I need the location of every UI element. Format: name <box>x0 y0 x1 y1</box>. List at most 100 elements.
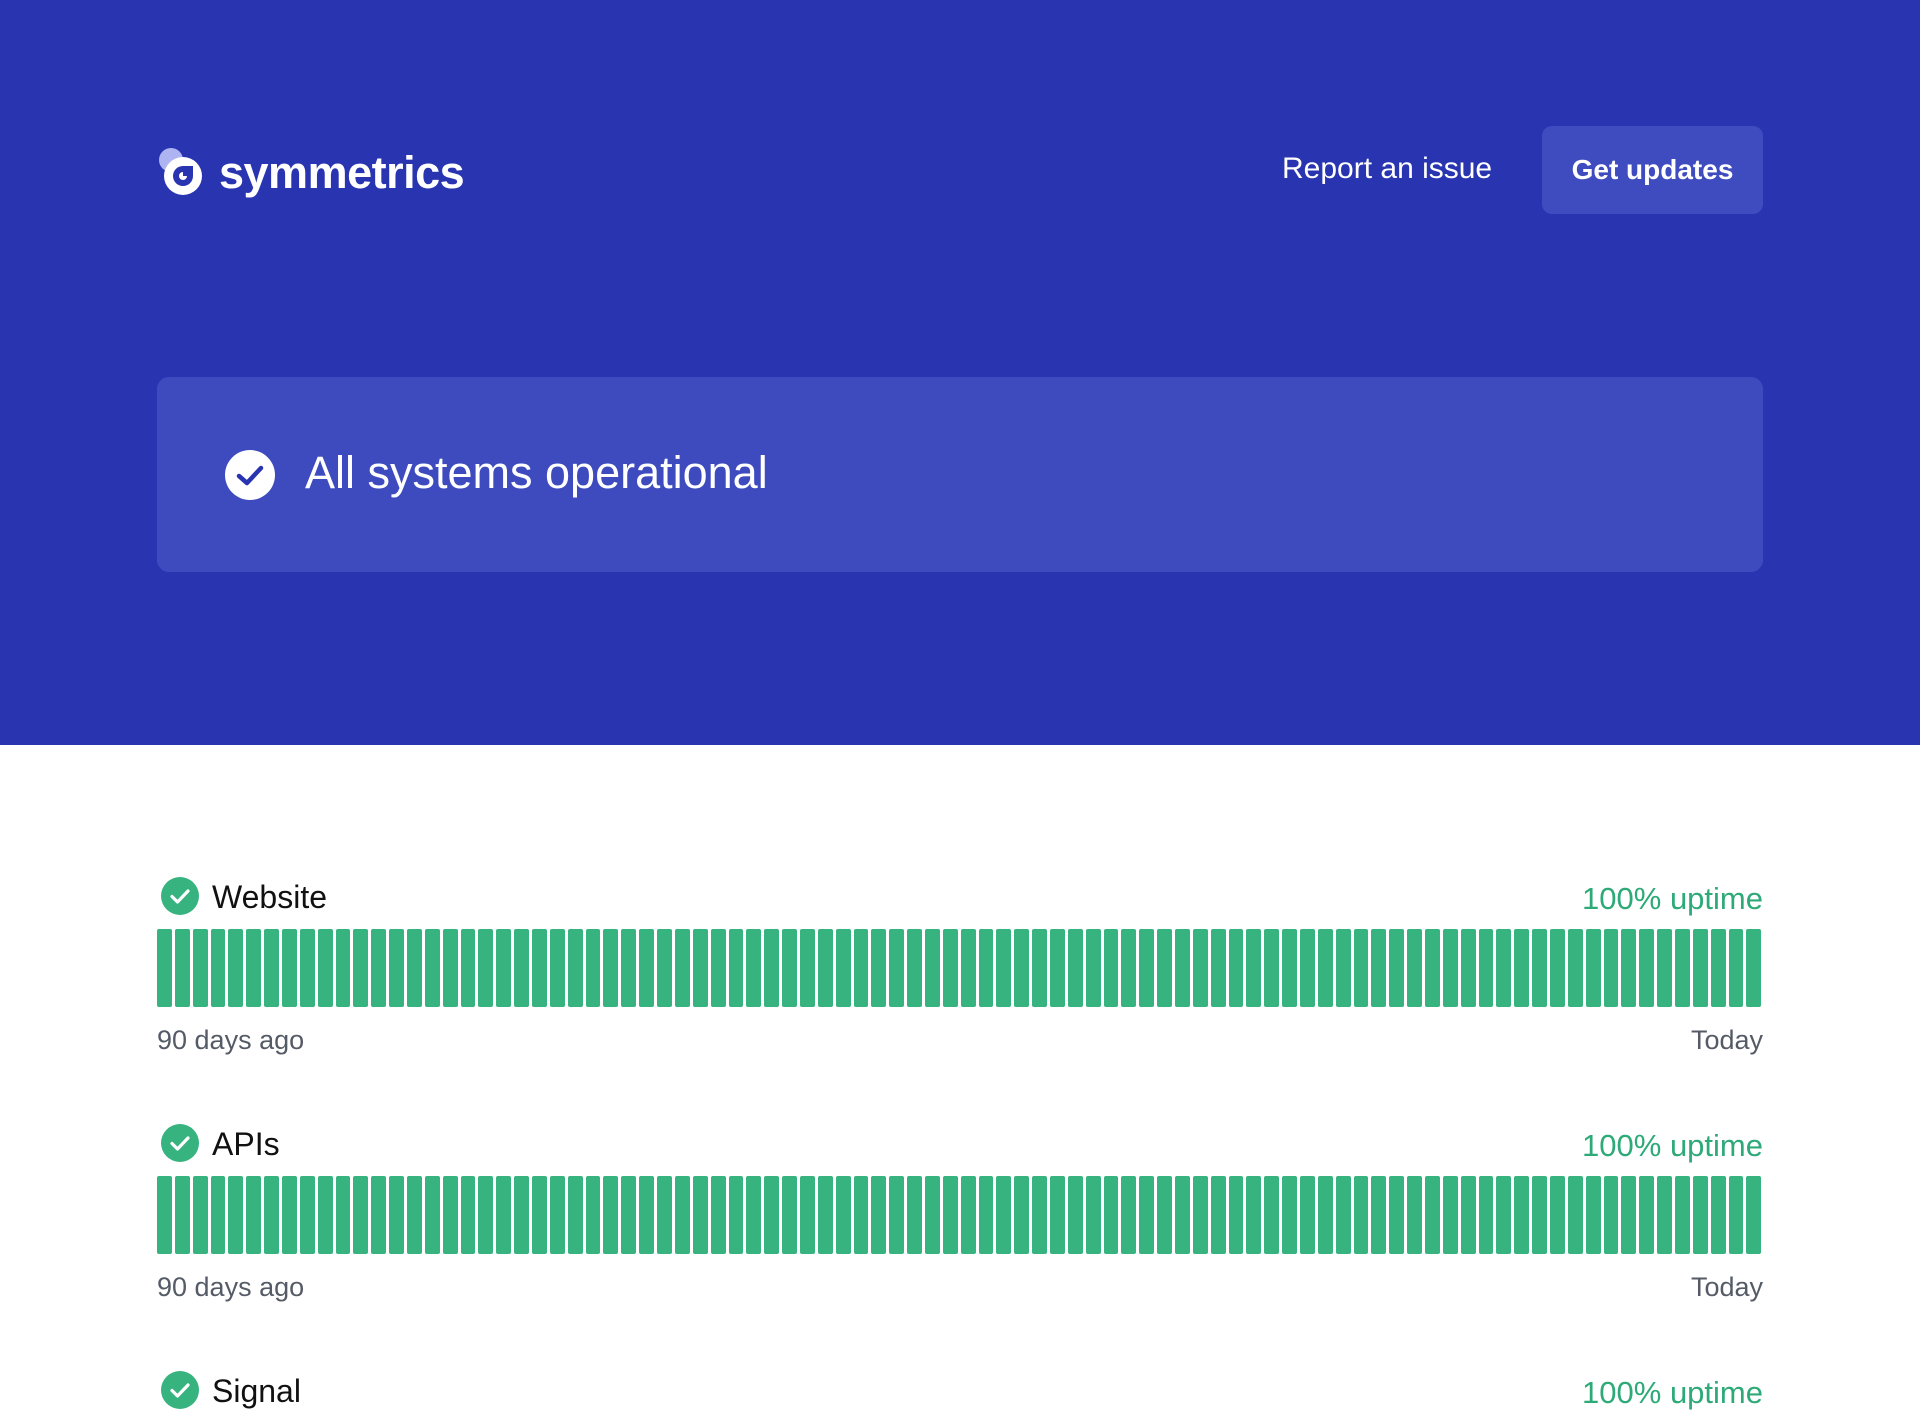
uptime-day-bar[interactable] <box>1317 1176 1333 1254</box>
uptime-day-bar[interactable] <box>1174 1176 1190 1254</box>
uptime-day-bar[interactable] <box>960 1176 976 1254</box>
uptime-day-bar[interactable] <box>335 1176 351 1254</box>
uptime-day-bar[interactable] <box>1192 929 1208 1007</box>
uptime-day-bar[interactable] <box>1032 1176 1047 1254</box>
uptime-day-bar[interactable] <box>817 929 833 1007</box>
uptime-day-bar[interactable] <box>1103 1176 1119 1254</box>
uptime-day-bar[interactable] <box>657 1176 672 1254</box>
uptime-day-bar[interactable] <box>496 1176 512 1254</box>
uptime-day-bar[interactable] <box>710 1176 726 1254</box>
uptime-day-bar[interactable] <box>549 1176 565 1254</box>
uptime-day-bar[interactable] <box>192 929 208 1007</box>
uptime-day-bar[interactable] <box>639 1176 655 1254</box>
uptime-day-bar[interactable] <box>1246 1176 1262 1254</box>
uptime-day-bar[interactable] <box>1103 929 1119 1007</box>
uptime-day-bar[interactable] <box>1085 1176 1101 1254</box>
uptime-day-bar[interactable] <box>1014 929 1030 1007</box>
uptime-day-bar[interactable] <box>1300 929 1315 1007</box>
uptime-day-bar[interactable] <box>460 1176 476 1254</box>
uptime-day-bar[interactable] <box>924 1176 940 1254</box>
uptime-day-bar[interactable] <box>1657 1176 1673 1254</box>
uptime-day-bar[interactable] <box>603 1176 619 1254</box>
uptime-day-bar[interactable] <box>442 1176 458 1254</box>
uptime-day-bar[interactable] <box>871 1176 887 1254</box>
uptime-day-bar[interactable] <box>907 1176 922 1254</box>
uptime-day-bar[interactable] <box>710 929 726 1007</box>
uptime-day-bar[interactable] <box>1389 1176 1405 1254</box>
uptime-day-bar[interactable] <box>889 1176 905 1254</box>
uptime-day-bar[interactable] <box>424 929 440 1007</box>
uptime-day-bar[interactable] <box>1389 929 1405 1007</box>
uptime-day-bar[interactable] <box>228 929 244 1007</box>
uptime-day-bar[interactable] <box>764 929 780 1007</box>
uptime-day-bar[interactable] <box>1174 929 1190 1007</box>
uptime-day-bar[interactable] <box>1139 929 1155 1007</box>
uptime-day-bar[interactable] <box>746 1176 762 1254</box>
uptime-day-bar[interactable] <box>1407 1176 1423 1254</box>
uptime-day-bar[interactable] <box>1728 929 1744 1007</box>
uptime-day-bar[interactable] <box>1228 929 1244 1007</box>
uptime-day-bar[interactable] <box>1567 1176 1583 1254</box>
uptime-day-bar[interactable] <box>1300 1176 1315 1254</box>
report-issue-link[interactable]: Report an issue <box>1282 152 1493 185</box>
uptime-day-bar[interactable] <box>1335 1176 1351 1254</box>
uptime-day-bar[interactable] <box>657 929 672 1007</box>
uptime-day-bar[interactable] <box>1442 1176 1458 1254</box>
uptime-day-bar[interactable] <box>996 929 1012 1007</box>
uptime-day-bar[interactable] <box>549 929 565 1007</box>
uptime-day-bar[interactable] <box>299 929 315 1007</box>
uptime-day-bar[interactable] <box>532 1176 547 1254</box>
uptime-day-bar[interactable] <box>1603 1176 1619 1254</box>
uptime-day-bar[interactable] <box>1692 929 1708 1007</box>
uptime-day-bar[interactable] <box>835 929 851 1007</box>
uptime-day-bar[interactable] <box>782 929 797 1007</box>
uptime-day-bar[interactable] <box>1228 1176 1244 1254</box>
uptime-day-bar[interactable] <box>1603 929 1619 1007</box>
uptime-day-bar[interactable] <box>174 1176 190 1254</box>
uptime-day-bar[interactable] <box>1335 929 1351 1007</box>
uptime-day-bar[interactable] <box>282 929 297 1007</box>
uptime-day-bar[interactable] <box>1639 1176 1655 1254</box>
uptime-day-bar[interactable] <box>157 929 172 1007</box>
uptime-day-bar[interactable] <box>1067 929 1083 1007</box>
uptime-day-bar[interactable] <box>603 929 619 1007</box>
uptime-day-bar[interactable] <box>1210 1176 1226 1254</box>
uptime-day-bar[interactable] <box>692 929 708 1007</box>
uptime-day-bar[interactable] <box>1460 1176 1476 1254</box>
uptime-day-bar[interactable] <box>1514 929 1530 1007</box>
uptime-day-bar[interactable] <box>1639 929 1655 1007</box>
uptime-day-bar[interactable] <box>192 1176 208 1254</box>
uptime-day-bar[interactable] <box>907 929 922 1007</box>
uptime-day-bar[interactable] <box>532 929 547 1007</box>
uptime-day-bar[interactable] <box>1371 1176 1387 1254</box>
uptime-day-bar[interactable] <box>264 1176 280 1254</box>
uptime-day-bar[interactable] <box>442 929 458 1007</box>
uptime-day-bar[interactable] <box>1478 1176 1494 1254</box>
uptime-day-bar[interactable] <box>1121 1176 1137 1254</box>
uptime-day-bar[interactable] <box>1460 929 1476 1007</box>
uptime-day-bar[interactable] <box>1425 1176 1440 1254</box>
uptime-day-bar[interactable] <box>299 1176 315 1254</box>
uptime-day-bar[interactable] <box>1746 1176 1762 1254</box>
uptime-day-bar[interactable] <box>1371 929 1387 1007</box>
uptime-day-bar[interactable] <box>246 1176 262 1254</box>
uptime-day-bar[interactable] <box>1282 1176 1297 1254</box>
uptime-day-bar[interactable] <box>1567 929 1583 1007</box>
uptime-day-bar[interactable] <box>1478 929 1494 1007</box>
uptime-day-bar[interactable] <box>514 929 530 1007</box>
uptime-day-bar[interactable] <box>1067 1176 1083 1254</box>
uptime-day-bar[interactable] <box>799 1176 815 1254</box>
uptime-day-bar[interactable] <box>782 1176 797 1254</box>
uptime-day-bar[interactable] <box>353 929 369 1007</box>
uptime-day-bar[interactable] <box>1049 929 1065 1007</box>
uptime-day-bar[interactable] <box>1496 1176 1512 1254</box>
uptime-day-bar[interactable] <box>1550 1176 1565 1254</box>
uptime-day-bar[interactable] <box>585 1176 601 1254</box>
uptime-day-bar[interactable] <box>1353 1176 1369 1254</box>
uptime-day-bar[interactable] <box>389 1176 405 1254</box>
uptime-day-bar[interactable] <box>1032 929 1047 1007</box>
uptime-day-bar[interactable] <box>1014 1176 1030 1254</box>
uptime-day-bar[interactable] <box>1210 929 1226 1007</box>
uptime-day-bar[interactable] <box>674 929 690 1007</box>
brand-logo[interactable]: symmetrics <box>157 143 465 203</box>
